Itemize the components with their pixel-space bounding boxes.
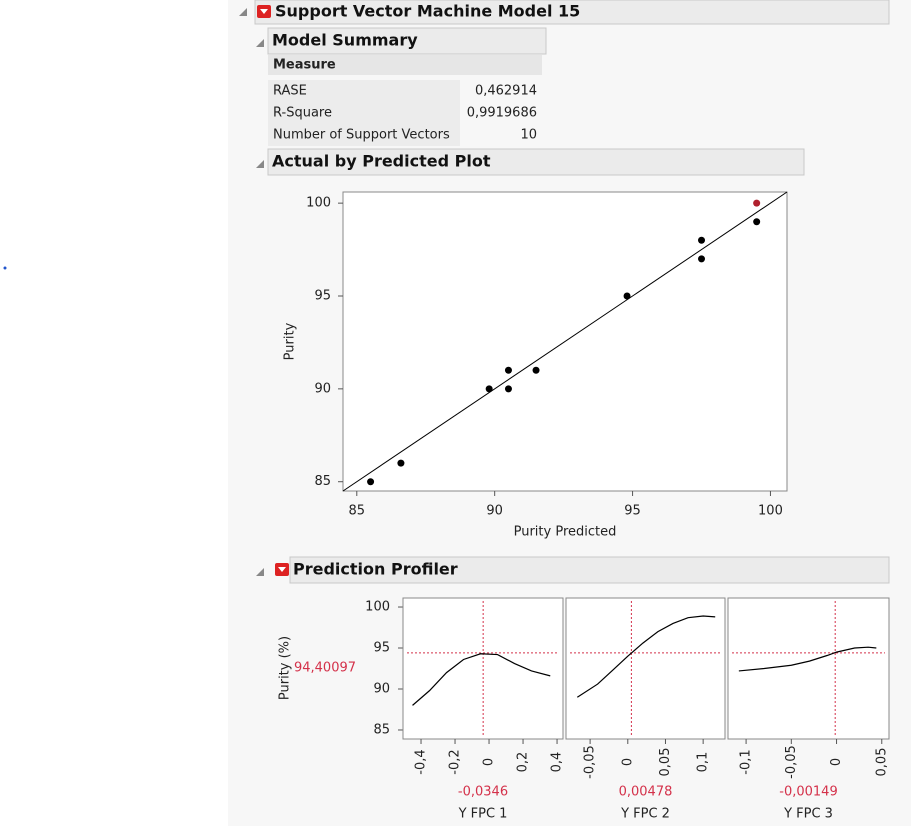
y-tick-label: 95 (314, 289, 331, 304)
y-tick-label: 90 (373, 681, 390, 696)
y-tick-label: 95 (373, 641, 390, 656)
x-tick-label: 0,4 (550, 752, 565, 773)
point (504, 385, 512, 393)
y-tick-label: 90 (314, 381, 331, 396)
section-title: Model Summary (272, 31, 418, 50)
profile-curve (738, 646, 877, 672)
disclosure-icon[interactable] (256, 39, 264, 47)
fit-line (342, 191, 788, 492)
x-tick-label: -0,2 (448, 749, 463, 774)
x-axis-label: Purity Predicted (514, 525, 617, 540)
y-tick-label: 100 (306, 196, 331, 211)
x-tick-label: -0,4 (414, 749, 429, 774)
table-header (268, 55, 542, 75)
report-title: Support Vector Machine Model 15 (275, 2, 580, 21)
point (753, 218, 761, 226)
x-tick-label: 85 (349, 504, 366, 519)
table-cell: 10 (520, 128, 537, 143)
section-bar (267, 148, 805, 176)
table-header-cell: Measure (273, 58, 336, 73)
plot-area (727, 597, 890, 740)
table-cell: 0,462914 (475, 84, 537, 99)
point (698, 236, 706, 244)
current-x-label: -0,0346 (458, 785, 508, 800)
x-tick-label: 0,1 (696, 752, 711, 773)
point (397, 459, 405, 467)
disclosure-icon[interactable] (256, 568, 264, 576)
x-tick-label: 0,05 (874, 748, 889, 777)
current-y-label: 94,40097 (294, 661, 356, 676)
section-title: Actual by Predicted Plot (272, 152, 491, 171)
x-tick-label: -0,05 (583, 745, 598, 779)
factor-name: Y FPC 1 (458, 807, 508, 822)
y-tick-label: 85 (314, 474, 331, 489)
point (485, 385, 493, 393)
dot (3, 266, 7, 270)
menu-arrow (278, 567, 286, 572)
point (532, 366, 540, 374)
y-tick-label: 85 (373, 722, 390, 737)
x-tick-label: 100 (758, 504, 783, 519)
point (504, 366, 512, 374)
disclosure-icon[interactable] (256, 160, 264, 168)
x-tick-label: -0,1 (739, 749, 754, 774)
point (367, 478, 375, 486)
disclosure-icon[interactable] (239, 8, 247, 16)
factor-name: Y FPC 3 (783, 807, 833, 822)
x-tick-label: 0 (482, 758, 497, 766)
section-bar (267, 27, 547, 55)
table-label-column (268, 80, 460, 146)
x-tick-label: 0,05 (658, 748, 673, 777)
y-tick-label: 100 (365, 600, 390, 615)
table-cell: Number of Support Vectors (273, 128, 450, 143)
point (623, 292, 631, 300)
section-bar (289, 556, 890, 584)
x-tick-label: 90 (486, 504, 503, 519)
menu-arrow (260, 9, 268, 14)
y-axis-label: Purity (%) (278, 636, 293, 700)
current-x-label: -0,00149 (779, 785, 837, 800)
x-tick-label: -0,05 (784, 745, 799, 779)
profile-curve (412, 653, 551, 706)
header-bar (254, 0, 890, 25)
factor-name: Y FPC 2 (620, 807, 670, 822)
section-title: Prediction Profiler (293, 560, 458, 579)
x-tick-label: 0 (829, 758, 844, 766)
point (753, 199, 761, 207)
x-tick-label: 95 (624, 504, 641, 519)
y-axis-label: Purity (283, 322, 298, 360)
profile-curve (576, 615, 716, 698)
table-cell: R-Square (273, 106, 332, 121)
table-cell: 0,9919686 (467, 106, 537, 121)
x-tick-label: 0,2 (516, 752, 531, 773)
point (698, 255, 706, 263)
plot-area (565, 597, 726, 740)
table-cell: RASE (273, 84, 307, 99)
x-tick-label: 0 (620, 758, 635, 766)
current-x-label: 0,00478 (619, 785, 673, 800)
